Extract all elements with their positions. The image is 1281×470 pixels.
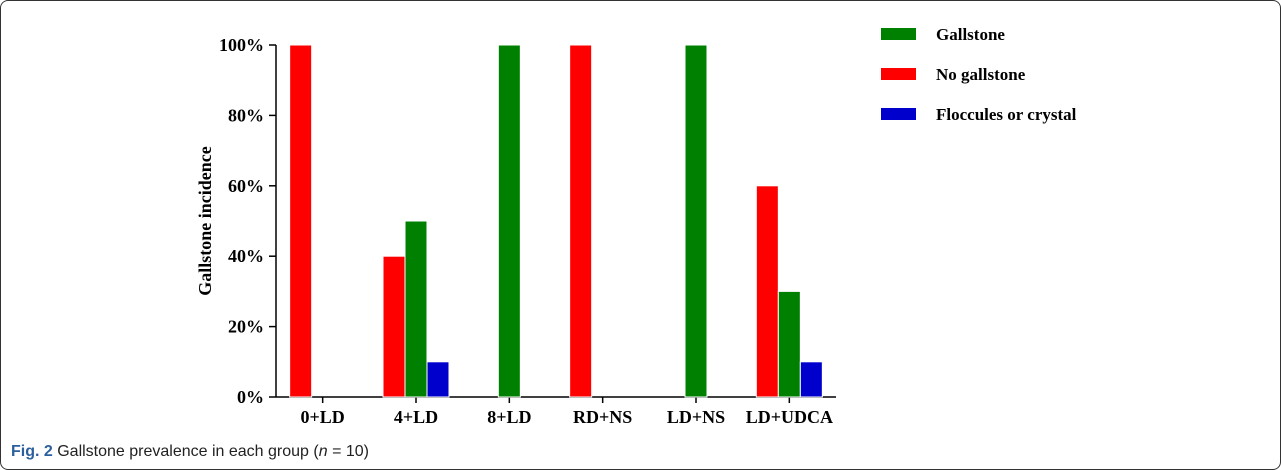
legend-label-no-gallstone: No gallstone [936,65,1026,84]
legend-swatch-no-gallstone [881,68,916,80]
legend-swatch-gallstone [881,28,916,40]
bar-no-gallstone-rd-ns [569,44,593,398]
bar-gallstone-8-ld [497,44,521,398]
figure-caption: Fig. 2 Gallstone prevalence in each grou… [11,443,369,461]
bar-gallstone-4-ld [404,220,428,398]
x-tick-label: 0+LD [301,407,345,427]
caption-fig-label: Fig. 2 [11,443,53,460]
bar-gallstone-ld-ns [684,44,708,398]
legend-label-floccules-or-crystal: Floccules or crystal [936,105,1077,124]
caption-text-after: = 10) [327,443,369,460]
y-tick-label: 40% [228,246,264,266]
bar-gallstone-ld-udca [777,290,801,398]
bar-chart: 0% 20% 40% 60% 80% 100% Gallstone incidence 0+L… [195,25,1077,427]
x-tick-label: 8+LD [487,407,531,427]
x-tick-label: 4+LD [394,407,438,427]
bar-floccules-or-crystal-4-ld [426,361,450,398]
bar-no-gallstone-0-ld [289,44,313,398]
y-tick-label: 100% [219,35,264,55]
y-tick-label: 20% [228,317,264,337]
bar-no-gallstone-ld-udca [755,185,779,398]
legend-swatch-floccules-or-crystal [881,108,916,120]
x-tick-label: LD+UDCA [746,407,833,427]
caption-text-before: Gallstone prevalence in each group ( [52,443,319,460]
x-tick-label: LD+NS [667,407,725,427]
y-tick-label: 80% [228,105,264,125]
legend-label-gallstone: Gallstone [936,25,1005,44]
bar-no-gallstone-4-ld [382,255,406,398]
x-tick-label: RD+NS [573,407,632,427]
caption-n-symbol: n [318,443,328,460]
y-tick-label: 0% [237,387,264,407]
y-axis-title: Gallstone incidence [195,146,215,296]
y-tick-label: 60% [228,176,264,196]
bar-floccules-or-crystal-ld-udca [799,361,823,398]
